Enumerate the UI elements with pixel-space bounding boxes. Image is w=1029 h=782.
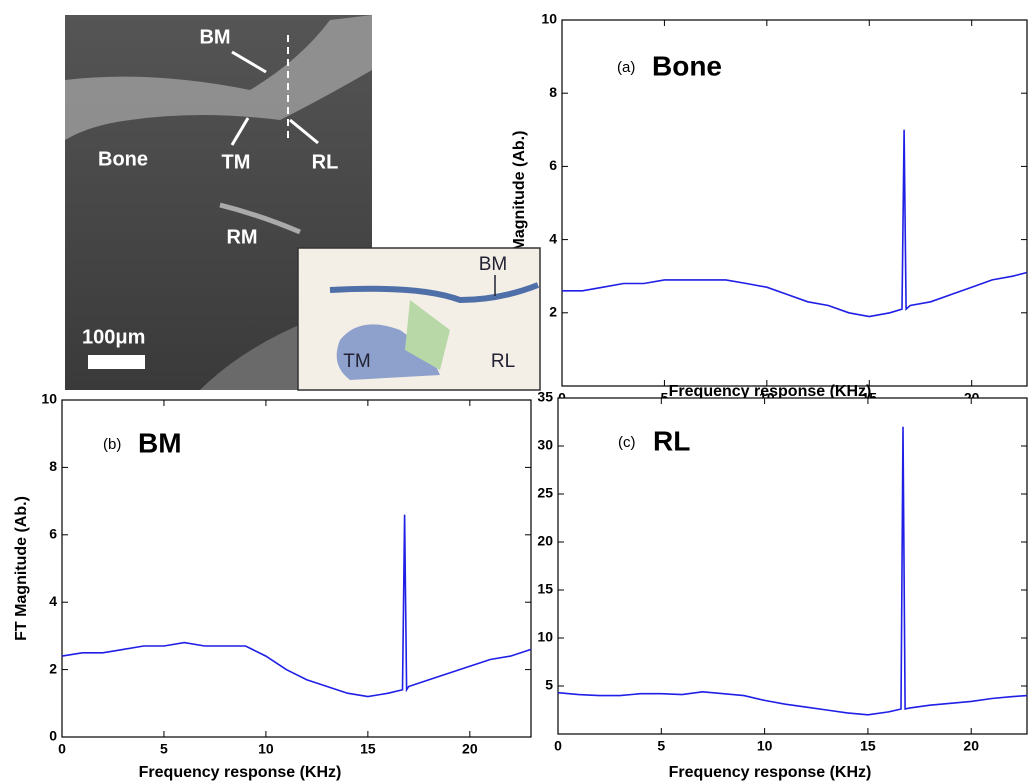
inset-membrane	[329, 282, 540, 304]
image-label: RM	[226, 226, 257, 248]
y-tick-label: 15	[537, 581, 553, 597]
scale-bar	[88, 355, 145, 369]
x-tick-label: 0	[58, 741, 66, 757]
x-tick-label: 15	[860, 738, 876, 754]
y-axis-label: FT Magnitude (Ab.)	[511, 131, 528, 276]
y-tick-label: 4	[549, 230, 557, 246]
x-tick-label: 20	[462, 741, 478, 757]
data-line	[557, 426, 1028, 716]
x-tick-label: 0	[554, 738, 562, 754]
image-label: TM	[222, 151, 251, 173]
inset	[297, 247, 541, 391]
plot-area	[557, 397, 1028, 735]
y-tick-label: 10	[541, 11, 557, 27]
y-tick-label: 10	[537, 629, 553, 645]
chart-title: BM	[138, 427, 182, 458]
arrows	[230, 50, 319, 146]
y-tick-label: 8	[549, 84, 557, 100]
data-line	[61, 514, 532, 698]
inset-label: RL	[491, 351, 515, 372]
x-tick-label: 15	[360, 741, 376, 757]
chart-title: RL	[653, 425, 690, 456]
panel-label: (c)	[618, 434, 636, 451]
inset-label: BM	[479, 254, 508, 275]
y-tick-label: 6	[49, 526, 57, 542]
y-tick-label: 8	[49, 458, 57, 474]
panel-label: (b)	[103, 436, 121, 453]
chart: 5 10 15 20 25 30 35 0 5 10 15 20 (c) RL Frequency resp…	[537, 389, 1028, 781]
y-tick-label: 25	[537, 485, 553, 501]
chart: 0 2 4 6 8 10 0 5 10 15 20 (b) BM Frequency response (…	[13, 391, 532, 781]
y-tick-label: 4	[49, 593, 57, 609]
y-tick-label: 2	[49, 660, 57, 676]
y-tick-label: 6	[549, 157, 557, 173]
y-axis-label: FT Magnitude (Ab.)	[13, 496, 30, 641]
panel-label: (a)	[617, 59, 635, 76]
data-line	[562, 129, 1028, 318]
x-axis-label: Frequency response (KHz)	[139, 764, 342, 781]
y-tick-label: 2	[549, 304, 557, 320]
chart-title: Bone	[652, 50, 722, 81]
x-tick-label: 5	[657, 738, 665, 754]
scale-bar-label: 100μm	[82, 326, 145, 348]
x-tick-label: 10	[258, 741, 274, 757]
inset-hair-cells	[405, 300, 450, 370]
y-tick-label: 0	[49, 728, 57, 744]
plot-area	[61, 399, 532, 738]
plot-area	[561, 19, 1028, 387]
image-label: RL	[312, 151, 339, 173]
y-tick-label: 5	[545, 677, 553, 693]
x-axis-label: Frequency response (KHz)	[669, 764, 872, 781]
y-tick-label: 35	[537, 389, 553, 405]
x-tick-label: 20	[963, 738, 979, 754]
y-tick-label: 20	[537, 533, 553, 549]
x-tick-label: 5	[160, 741, 168, 757]
image-label: Bone	[98, 148, 148, 170]
inset-tm	[336, 324, 440, 380]
bone-band	[65, 15, 372, 140]
x-axis-label: Frequency response (KHz)	[669, 383, 872, 400]
inset-label: TM	[343, 351, 370, 372]
x-tick-label: 10	[757, 738, 773, 754]
image-label: BM	[199, 26, 230, 48]
y-tick-label: 10	[41, 391, 57, 407]
y-tick-label: 30	[537, 437, 553, 453]
rm-band	[219, 202, 301, 235]
